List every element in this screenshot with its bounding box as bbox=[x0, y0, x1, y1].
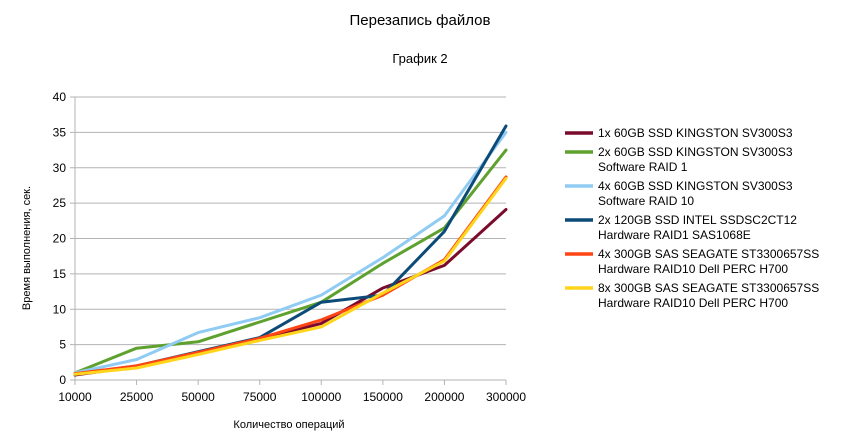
y-tick-label: 30 bbox=[53, 161, 67, 175]
chart-title: Перезапись файлов bbox=[350, 12, 491, 29]
series-line bbox=[73, 130, 508, 375]
legend-label: 4x 60GB SSD KINGSTON SV300S3 bbox=[598, 179, 793, 193]
legend-label: 2x 120GB SSD INTEL SSDSC2CT12 bbox=[598, 213, 797, 227]
x-tick-label: 25000 bbox=[120, 390, 154, 404]
series-lines bbox=[73, 124, 508, 377]
x-tick-label: 100000 bbox=[301, 390, 341, 404]
legend-label: Software RAID 1 bbox=[598, 160, 688, 174]
series-line bbox=[73, 175, 508, 376]
x-axis-title: Количество операций bbox=[233, 419, 344, 431]
y-tick-label: 5 bbox=[59, 338, 66, 352]
x-tick-label: 50000 bbox=[181, 390, 215, 404]
x-tick-label: 300000 bbox=[486, 390, 526, 404]
legend-label: Hardware RAID1 SAS1068E bbox=[598, 228, 751, 242]
y-tick-label: 15 bbox=[53, 267, 67, 281]
x-tick-label: 150000 bbox=[363, 390, 403, 404]
y-tick-label: 25 bbox=[53, 196, 67, 210]
series-line bbox=[73, 124, 508, 376]
legend-label: Hardware RAID10 Dell PERC H700 bbox=[598, 262, 788, 276]
legend-label: 2x 60GB SSD KINGSTON SV300S3 bbox=[598, 145, 793, 159]
y-axis-title: Время выполнения, сек. bbox=[21, 186, 33, 310]
x-tick-label: 75000 bbox=[243, 390, 277, 404]
legend-label: Software RAID 10 bbox=[598, 194, 694, 208]
y-tick-label: 40 bbox=[53, 90, 67, 104]
series-line bbox=[73, 176, 508, 376]
y-tick-label: 35 bbox=[53, 125, 67, 139]
legend-label: 4x 300GB SAS SEAGATE ST3300657SS bbox=[598, 247, 819, 261]
y-tick-labels: 0 5 10 15 20 25 30 35 40 bbox=[53, 90, 67, 387]
legend: 1x 60GB SSD KINGSTON SV300S3 2x 60GB SSD … bbox=[565, 126, 819, 310]
y-tick-label: 0 bbox=[59, 373, 66, 387]
x-tick-label: 10000 bbox=[58, 390, 92, 404]
axes bbox=[70, 96, 507, 385]
gridlines bbox=[75, 96, 506, 346]
series-line bbox=[73, 148, 508, 375]
x-tick-label: 200000 bbox=[424, 390, 464, 404]
y-tick-label: 10 bbox=[53, 302, 67, 316]
legend-label: Hardware RAID10 Dell PERC H700 bbox=[598, 296, 788, 310]
chart-subtitle: График 2 bbox=[392, 51, 447, 66]
legend-label: 1x 60GB SSD KINGSTON SV300S3 bbox=[598, 126, 793, 140]
y-tick-label: 20 bbox=[53, 232, 67, 246]
legend-label: 8x 300GB SAS SEAGATE ST3300657SS bbox=[598, 281, 819, 295]
x-tick-labels: 10000 25000 50000 75000 100000 150000 200000 30… bbox=[58, 390, 526, 404]
